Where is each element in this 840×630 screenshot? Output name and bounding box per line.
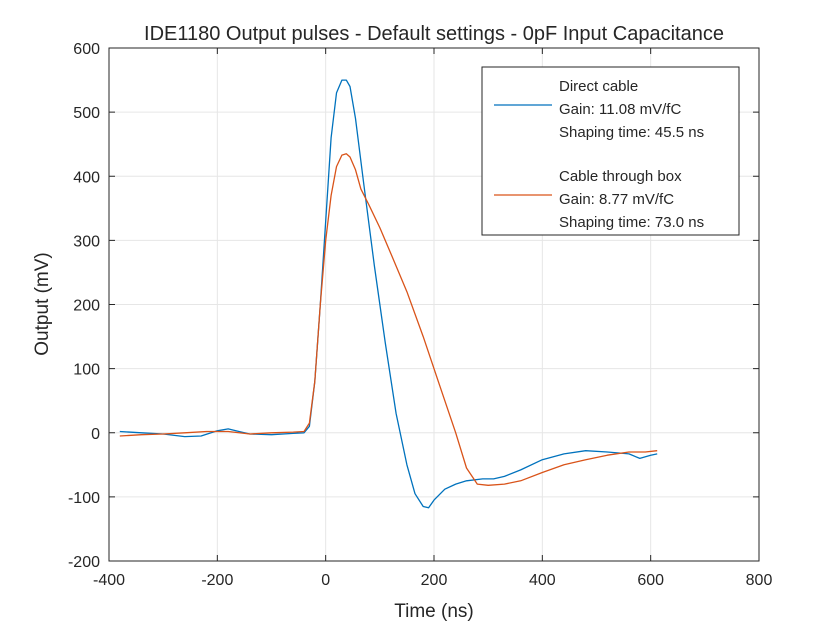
series-layer — [119, 79, 658, 509]
legend-entry-text: Shaping time: 45.5 ns — [559, 124, 704, 141]
legend-box — [481, 66, 740, 236]
legend: Direct cable Gain: 11.08 mV/fC Shaping tim… — [481, 66, 740, 236]
x-tick-label: 400 — [529, 572, 556, 589]
legend-entry-text: Shaping time: 73.0 ns — [559, 214, 704, 231]
y-tick-label: 300 — [73, 233, 100, 250]
legend-entry-text: Gain: 8.77 mV/fC — [559, 191, 674, 208]
x-tick-label: -400 — [93, 572, 125, 589]
y-tick-label: 400 — [73, 169, 100, 186]
legend-entry-text: Direct cable — [559, 78, 638, 95]
x-tick-label: 200 — [421, 572, 448, 589]
chart-title: IDE1180 Output pulses - Default settings… — [144, 23, 724, 45]
y-tick-label: 0 — [91, 426, 100, 443]
y-tick-label: 100 — [73, 362, 100, 379]
x-tick-label: 600 — [637, 572, 664, 589]
ticks: -400 -200 0 200 400 600 800-200-10001002003004… — [68, 41, 772, 589]
y-tick-label: -200 — [68, 554, 100, 571]
x-tick-label: 800 — [746, 572, 773, 589]
legend-entry-text: Cable through box — [559, 168, 682, 185]
y-tick-label: 600 — [73, 41, 100, 58]
x-tick-label: 0 — [321, 572, 330, 589]
x-tick-label: -200 — [201, 572, 233, 589]
y-tick-label: 500 — [73, 105, 100, 122]
series-line-cable-through-box — [119, 153, 658, 486]
legend-entry-text: Gain: 11.08 mV/fC — [559, 101, 681, 118]
y-tick-label: -100 — [68, 490, 100, 507]
x-axis-label: Time (ns) — [394, 601, 474, 622]
y-axis-label: Output (mV) — [32, 252, 53, 355]
y-tick-label: 200 — [73, 298, 100, 315]
